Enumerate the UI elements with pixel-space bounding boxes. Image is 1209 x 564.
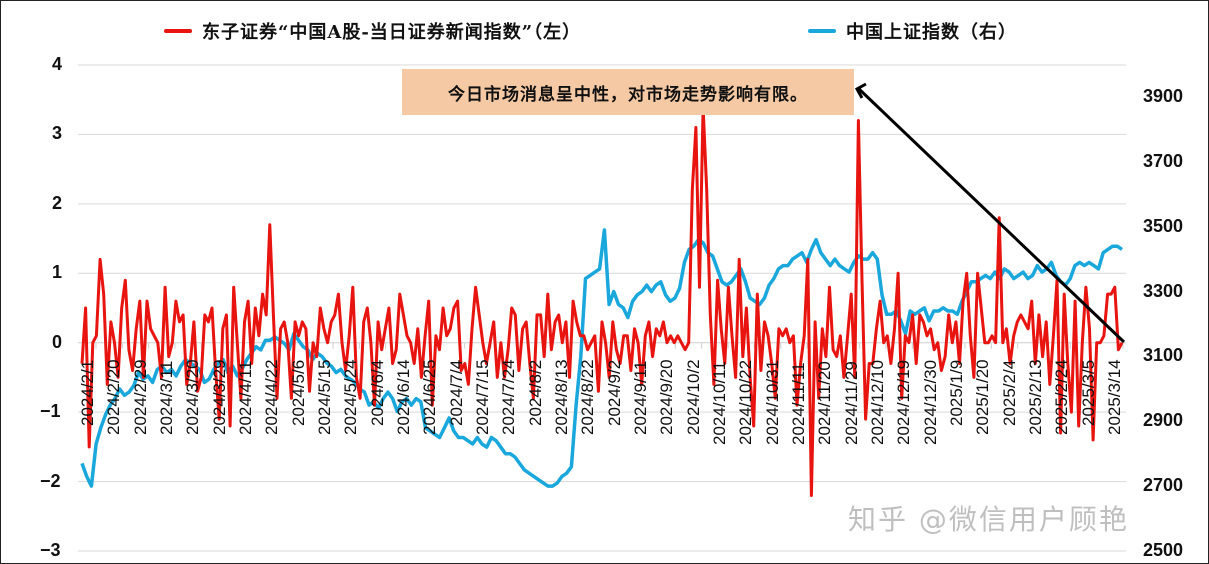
x-tick-label: 2025/2/13	[1026, 359, 1045, 436]
right-y-tick: 2500	[1143, 540, 1184, 560]
x-tick-label: 2024/5/15	[315, 359, 334, 436]
right-y-tick: 3700	[1143, 150, 1184, 171]
x-tick-label: 2025/2/24	[1052, 359, 1072, 436]
x-tick-label: 2025/1/20	[973, 359, 993, 436]
x-tick-label: 2024/4/11	[236, 360, 255, 436]
legend-item-shanghai-index: 中国上证指数（右）	[808, 18, 1017, 44]
right-y-tick: 2900	[1143, 410, 1184, 431]
annotation-text: 今日市场消息呈中性，对市场走势影响有限。	[448, 84, 808, 105]
legend-swatch-red	[164, 29, 192, 33]
x-tick-label: 2025/3/14	[1105, 359, 1124, 436]
x-tick-label: 2024/10/22	[736, 359, 756, 445]
x-tick-label: 2024/7/24	[499, 359, 519, 436]
x-tick-label: 2024/8/13	[552, 359, 571, 436]
x-tick-label: 2025/2/4	[999, 359, 1019, 426]
x-tick-label: 2024/3/11	[157, 360, 176, 436]
x-tick-label: 2024/10/31	[762, 359, 782, 445]
annotation-box: 今日市场消息呈中性，对市场走势影响有限。	[402, 69, 854, 115]
x-tick-label: 2024/5/6	[288, 359, 308, 426]
left-y-tick: 0	[52, 331, 63, 352]
x-tick-label: 2025/3/5	[1078, 359, 1098, 426]
x-tick-label: 2024/2/20	[104, 359, 124, 436]
x-tick-label: 2024/4/22	[262, 359, 282, 436]
x-tick-label: 2024/6/14	[394, 359, 413, 436]
x-tick-label: 2024/11/11	[789, 362, 808, 445]
x-tick-label: 2024/10/11	[710, 360, 729, 445]
x-tick-label: 2024/8/22	[578, 359, 598, 436]
x-tick-label: 2024/2/29	[130, 359, 150, 436]
left-y-tick: −3	[40, 540, 61, 560]
right-y-tick: 2700	[1143, 475, 1184, 496]
annotation-arrow	[857, 87, 1126, 344]
right-y-tick: 3300	[1143, 280, 1184, 301]
arrow-head-icon	[854, 82, 867, 99]
x-tick-label: 2024/12/30	[920, 359, 940, 445]
x-tick-label: 2024/10/2	[683, 359, 703, 436]
left-y-tick: −1	[40, 401, 61, 422]
x-tick-label: 2025/1/9	[947, 359, 966, 426]
x-tick-label: 2024/5/24	[341, 359, 361, 436]
x-tick-label: 2024/12/10	[868, 359, 887, 445]
x-tick-label: 2024/3/29	[209, 359, 229, 436]
news-index-line	[80, 105, 1124, 497]
x-tick-label: 2024/11/20	[815, 360, 835, 445]
left-y-tick: 2	[52, 192, 63, 213]
right-y-tick: 3500	[1143, 215, 1184, 236]
x-tick-label: 2024/9/11	[631, 360, 650, 436]
x-tick-label: 2024/7/4	[446, 359, 466, 426]
legend-label-shanghai-index: 中国上证指数（右）	[846, 22, 1017, 43]
legend-swatch-blue	[808, 29, 836, 33]
x-tick-label: 2024/8/2	[525, 359, 545, 426]
x-tick-label: 2024/6/25	[420, 359, 440, 436]
left-y-tick: −2	[40, 470, 61, 491]
x-tick-label: 2024/9/20	[657, 359, 677, 436]
x-tick-label: 2024/2/1	[78, 359, 97, 426]
x-tick-label: 2024/6/4	[367, 359, 387, 426]
left-y-tick: 4	[52, 54, 63, 74]
x-tick-label: 2024/11/29	[841, 360, 861, 445]
watermark-text: 知乎 @微信用户顾艳	[848, 503, 1129, 536]
legend-label-news-index: 东子证券“中国A股-当日证券新闻指数”（左）	[202, 22, 582, 43]
shanghai-index-line	[80, 228, 1123, 488]
right-y-tick: 3100	[1143, 345, 1184, 366]
legend-item-news-index: 东子证券“中国A股-当日证券新闻指数”（左）	[164, 18, 581, 44]
x-tick-label: 2024/3/20	[183, 359, 203, 436]
right-y-tick: 3900	[1143, 86, 1184, 106]
x-tick-label: 2024/12/19	[894, 359, 914, 445]
left-y-tick: 3	[52, 123, 63, 144]
x-tick-label: 2024/7/15	[473, 359, 492, 436]
left-y-tick: 1	[52, 262, 63, 283]
x-tick-label: 2024/9/2	[604, 359, 624, 426]
